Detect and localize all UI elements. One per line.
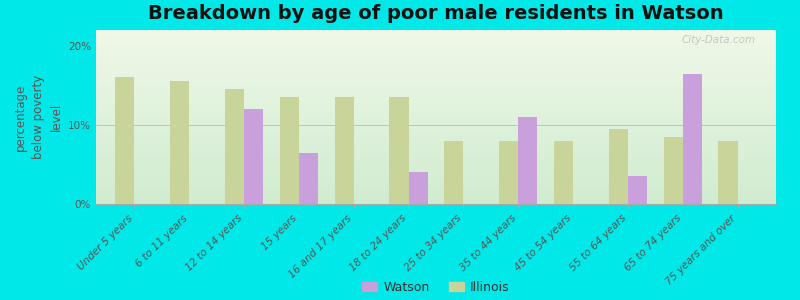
Bar [115, 77, 134, 204]
Bar [244, 109, 263, 204]
Bar [682, 74, 702, 204]
Bar [444, 141, 463, 204]
Title: Breakdown by age of poor male residents in Watson: Breakdown by age of poor male residents … [148, 4, 724, 23]
Bar [390, 97, 409, 204]
Text: City-Data.com: City-Data.com [682, 35, 755, 45]
Bar [280, 97, 299, 204]
Bar [499, 141, 518, 204]
Bar [409, 172, 428, 204]
Legend: Watson, Illinois: Watson, Illinois [358, 276, 514, 299]
Bar [225, 89, 244, 204]
Bar [663, 137, 682, 204]
Bar [299, 153, 318, 204]
Y-axis label: percentage
below poverty
level: percentage below poverty level [14, 75, 62, 159]
Bar [334, 97, 354, 204]
Bar [609, 129, 628, 204]
Bar [628, 176, 647, 204]
Bar [170, 81, 190, 204]
Bar [718, 141, 738, 204]
Bar [518, 117, 538, 204]
Bar [554, 141, 573, 204]
